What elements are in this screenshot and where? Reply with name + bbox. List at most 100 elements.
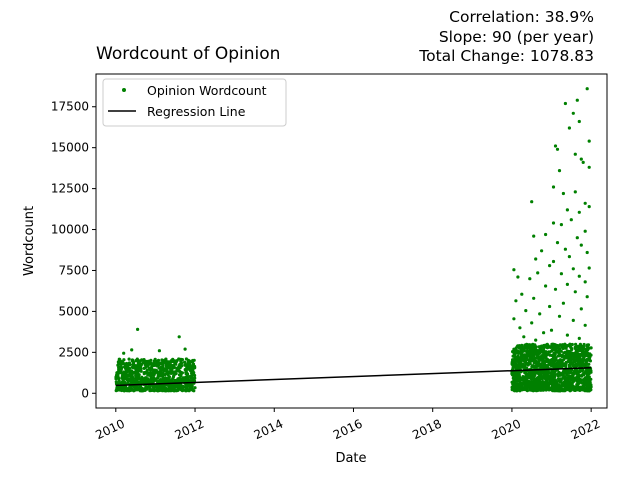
data-point <box>547 350 551 354</box>
data-point <box>571 372 575 376</box>
data-point <box>573 370 577 374</box>
data-point <box>167 383 171 388</box>
x-tick-label: 2014 <box>252 417 286 443</box>
data-point <box>149 371 153 375</box>
data-point <box>535 386 539 390</box>
data-point <box>575 236 579 240</box>
data-point <box>555 361 559 365</box>
data-point <box>542 331 546 335</box>
data-point <box>551 373 555 377</box>
data-point <box>582 373 586 377</box>
data-point <box>545 371 549 375</box>
data-point <box>549 328 554 332</box>
data-point <box>557 169 562 173</box>
data-point <box>544 232 548 237</box>
data-point <box>124 386 128 390</box>
data-point <box>169 368 173 372</box>
data-point <box>519 383 523 387</box>
data-point <box>581 160 585 164</box>
data-point <box>583 229 587 233</box>
data-point <box>191 372 195 376</box>
data-point <box>555 343 559 348</box>
data-point <box>521 363 525 367</box>
data-point <box>547 383 551 387</box>
data-point <box>514 375 519 380</box>
data-point <box>587 205 591 209</box>
data-point <box>124 363 128 367</box>
data-point <box>144 359 148 363</box>
data-point <box>148 373 152 377</box>
data-point <box>547 359 551 363</box>
data-point <box>174 389 179 393</box>
data-point <box>552 364 556 368</box>
data-point <box>158 386 163 390</box>
data-point <box>523 365 527 369</box>
data-point <box>152 368 157 372</box>
data-point <box>569 218 573 222</box>
data-point <box>522 359 526 363</box>
data-point <box>525 350 529 354</box>
data-point <box>127 372 132 376</box>
data-point <box>550 348 554 352</box>
data-point <box>555 386 560 390</box>
data-point <box>516 344 520 348</box>
data-point <box>551 185 556 189</box>
data-point <box>541 353 545 357</box>
legend-box <box>102 78 287 127</box>
data-point <box>130 378 134 382</box>
data-point <box>534 364 538 368</box>
data-point <box>136 327 140 331</box>
data-point <box>584 380 588 384</box>
data-point <box>517 378 521 382</box>
data-point <box>149 358 153 362</box>
data-point <box>573 152 577 156</box>
data-point <box>560 354 564 358</box>
data-point <box>163 389 167 393</box>
data-point <box>589 370 593 374</box>
data-point <box>139 377 143 381</box>
data-point <box>171 377 175 381</box>
data-point <box>143 388 147 392</box>
data-point <box>534 257 538 261</box>
data-point <box>525 389 530 393</box>
data-point <box>565 208 570 212</box>
data-point <box>559 378 563 382</box>
data-point <box>534 338 538 342</box>
data-point <box>545 360 549 364</box>
data-point <box>586 358 590 362</box>
data-point <box>583 201 587 205</box>
data-point <box>589 353 593 357</box>
data-point <box>563 247 568 251</box>
data-point <box>559 272 564 276</box>
data-point <box>563 370 568 374</box>
data-point <box>581 346 585 350</box>
data-point <box>188 366 192 370</box>
data-point <box>573 345 577 349</box>
data-point <box>537 345 541 349</box>
data-point <box>564 361 568 365</box>
data-point <box>542 382 546 386</box>
data-point <box>561 301 566 305</box>
data-point <box>138 366 142 370</box>
data-point <box>116 376 120 380</box>
data-point <box>553 351 557 355</box>
data-point <box>156 389 160 393</box>
data-point <box>571 318 575 322</box>
data-point <box>516 275 520 279</box>
data-point <box>555 241 560 245</box>
legend: Opinion Wordcount Regression Line <box>102 78 287 127</box>
chart-title: Wordcount of Opinion <box>96 44 281 64</box>
data-point <box>518 356 522 360</box>
data-point <box>189 376 193 380</box>
data-point <box>580 353 584 357</box>
data-point <box>550 382 554 386</box>
data-point <box>532 296 536 300</box>
data-point <box>126 379 130 383</box>
data-point <box>162 386 166 390</box>
data-point <box>160 379 164 383</box>
y-axis-ticks: 0 2500 5000 7500 10000 12500 15000 17500 <box>51 100 96 400</box>
data-point <box>179 358 183 362</box>
data-point <box>156 358 161 362</box>
data-point <box>130 348 134 352</box>
plot-frame <box>95 73 608 409</box>
